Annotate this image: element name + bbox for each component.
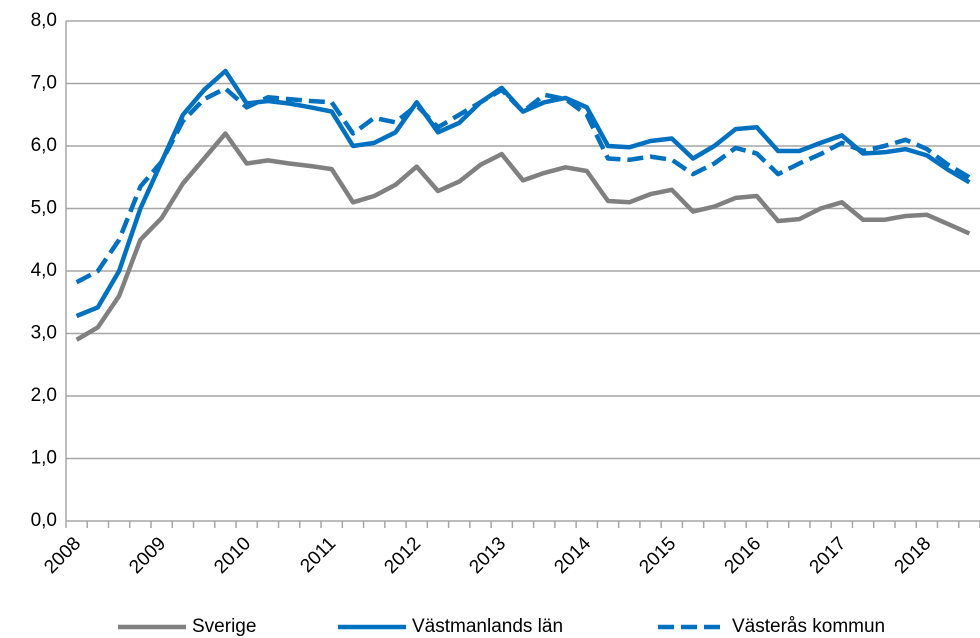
y-tick-label: 7,0 — [31, 73, 57, 94]
series-line — [75, 68, 971, 319]
x-tick-label: 2013 — [465, 533, 510, 578]
x-tick-label: 2012 — [380, 533, 425, 578]
y-tick-label: 4,0 — [31, 260, 57, 281]
y-tick-label: 2,0 — [31, 385, 57, 406]
x-tick-label: 2009 — [125, 533, 170, 578]
legend-label: Västerås kommun — [732, 616, 885, 637]
legend-label: Västmanlands län — [412, 616, 563, 637]
y-tick-label: 3,0 — [31, 323, 57, 344]
x-tick-label: 2018 — [891, 533, 936, 578]
x-tick-label: 2011 — [296, 533, 340, 577]
x-tick-label: 2014 — [550, 533, 595, 578]
series-line — [75, 86, 971, 285]
y-tick-label: 8,0 — [31, 10, 57, 31]
y-tick-label: 1,0 — [31, 448, 57, 469]
series-line — [75, 131, 971, 342]
y-tick-label: 5,0 — [31, 198, 57, 219]
x-tick-label: 2008 — [40, 533, 85, 578]
y-tick-label: 0,0 — [31, 510, 57, 531]
x-tick-label: 2017 — [806, 533, 851, 578]
x-tick-label: 2016 — [721, 533, 766, 578]
x-tick-label: 2015 — [635, 533, 680, 578]
legend-label: Sverige — [192, 616, 256, 637]
x-tick-label: 2010 — [210, 533, 255, 578]
y-tick-label: 6,0 — [31, 135, 57, 156]
